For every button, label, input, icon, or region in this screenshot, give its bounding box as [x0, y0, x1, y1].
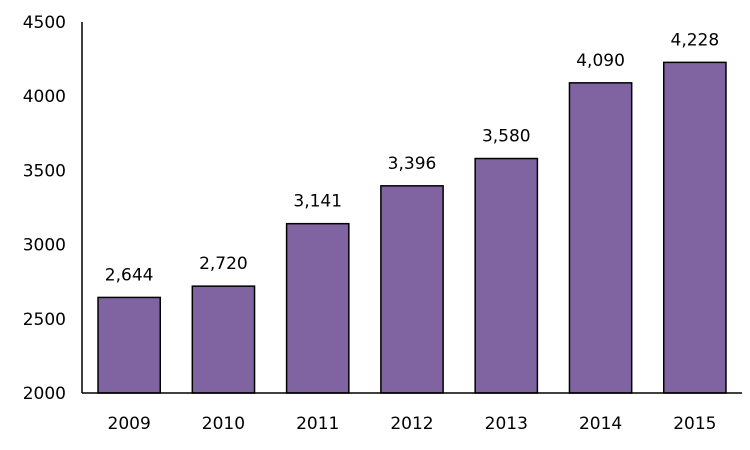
bar-2013 [474, 157, 539, 394]
y-tick-label: 2000 [23, 384, 66, 404]
y-tick-label: 2500 [23, 310, 66, 330]
x-tick-label-2013: 2013 [485, 414, 528, 434]
y-tick-label: 3500 [23, 161, 66, 181]
x-tick-label-2009: 2009 [108, 414, 151, 434]
y-axis-ticks: 2000 2500 3000 3500 4000 4500 [23, 13, 66, 404]
x-axis-ticks: 2009 2010 2011 2012 2013 2014 2015 [108, 414, 717, 434]
bar-2009 [97, 296, 162, 394]
y-tick-label: 4000 [23, 87, 66, 107]
bar-2014 [568, 82, 633, 394]
bar-2015 [662, 61, 727, 394]
data-label-2013: 3,580 [482, 127, 531, 147]
y-tick-label: 3000 [23, 236, 66, 256]
data-label-2010: 2,720 [199, 254, 248, 274]
data-label-2012: 3,396 [388, 154, 437, 174]
bar-2012 [380, 185, 444, 394]
bar-2011 [285, 222, 350, 394]
data-labels: 2,644 2,720 3,141 3,396 3,580 4,090 4,228 [105, 30, 719, 285]
x-tick-label-2015: 2015 [673, 414, 716, 434]
x-tick-label-2011: 2011 [296, 414, 339, 434]
x-tick-label-2012: 2012 [390, 414, 433, 434]
bars [97, 61, 727, 394]
bar-2010 [191, 285, 256, 394]
x-tick-label-2010: 2010 [202, 414, 245, 434]
data-label-2014: 4,090 [576, 51, 625, 71]
y-tick-label: 4500 [23, 13, 66, 33]
data-label-2015: 4,228 [671, 30, 720, 50]
data-label-2009: 2,644 [105, 265, 154, 285]
data-label-2011: 3,141 [293, 192, 342, 212]
x-tick-label-2014: 2014 [579, 414, 622, 434]
